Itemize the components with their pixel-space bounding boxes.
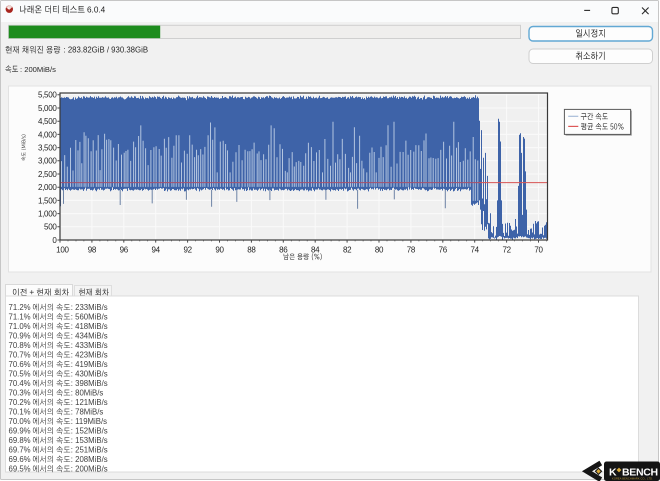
svg-text:70: 70 <box>534 246 543 255</box>
svg-text:: 153MiB/s: : 153MiB/s <box>71 436 108 445</box>
svg-text:: 251MiB/s: : 251MiB/s <box>71 445 108 454</box>
svg-text:71.0%: 71.0% <box>9 322 31 331</box>
svg-text:80: 80 <box>375 246 384 255</box>
svg-text:78: 78 <box>407 246 416 255</box>
svg-text:76: 76 <box>439 246 448 255</box>
svg-text:71.2%: 71.2% <box>9 303 31 312</box>
svg-text:74: 74 <box>471 246 480 255</box>
svg-text:71.1%: 71.1% <box>9 312 31 321</box>
svg-text:: 418MiB/s: : 418MiB/s <box>71 322 108 331</box>
svg-text:92: 92 <box>183 246 192 255</box>
svg-text:2,500: 2,500 <box>38 170 57 179</box>
svg-text:84: 84 <box>311 246 320 255</box>
svg-text:: 78MiB/s: : 78MiB/s <box>71 407 104 416</box>
svg-text:70.0%: 70.0% <box>9 417 31 426</box>
svg-text:70.7%: 70.7% <box>9 350 31 359</box>
svg-text:72: 72 <box>502 246 511 255</box>
svg-text:96: 96 <box>120 246 129 255</box>
svg-text:: 434MiB/s: : 434MiB/s <box>71 331 108 340</box>
svg-text:69.8%: 69.8% <box>9 436 31 445</box>
svg-text:94: 94 <box>152 246 161 255</box>
svg-text:69.5%: 69.5% <box>9 464 31 473</box>
svg-text:: 200MiB/s: : 200MiB/s <box>71 464 108 473</box>
svg-text:: 200MiB/s: : 200MiB/s <box>20 65 56 74</box>
svg-text:90: 90 <box>215 246 224 255</box>
svg-text:70.6%: 70.6% <box>9 360 31 369</box>
svg-text:4,000: 4,000 <box>38 130 57 139</box>
svg-text:0: 0 <box>52 236 57 245</box>
svg-text:70.4%: 70.4% <box>9 379 31 388</box>
svg-text:5,500: 5,500 <box>38 91 57 100</box>
svg-text:69.6%: 69.6% <box>9 455 31 464</box>
svg-text:: 80MiB/s: : 80MiB/s <box>71 388 104 397</box>
svg-text:82: 82 <box>343 246 352 255</box>
svg-text:: 119MiB/s: : 119MiB/s <box>71 417 107 426</box>
svg-text:70.9%: 70.9% <box>9 331 31 340</box>
svg-text:70.2%: 70.2% <box>9 398 31 407</box>
svg-text:BENCH: BENCH <box>622 467 658 479</box>
svg-text:: 560MiB/s: : 560MiB/s <box>71 312 108 321</box>
svg-text:70.1%: 70.1% <box>9 407 31 416</box>
svg-text:: 430MiB/s: : 430MiB/s <box>71 369 108 378</box>
svg-text:: 121MiB/s: : 121MiB/s <box>71 398 108 407</box>
svg-text:: 233MiB/s: : 233MiB/s <box>71 303 108 312</box>
svg-text:: 152MiB/s: : 152MiB/s <box>71 426 108 435</box>
svg-text:5,000: 5,000 <box>38 104 57 113</box>
svg-text:4,500: 4,500 <box>38 117 57 126</box>
svg-text:86: 86 <box>279 246 288 255</box>
svg-text:70.5%: 70.5% <box>9 369 31 378</box>
svg-text:: 433MiB/s: : 433MiB/s <box>71 341 108 350</box>
svg-text:6.0.4: 6.0.4 <box>87 5 106 14</box>
svg-text:69.7%: 69.7% <box>9 445 31 454</box>
svg-text:70.8%: 70.8% <box>9 341 31 350</box>
svg-text:1,500: 1,500 <box>38 196 57 205</box>
svg-text:2,000: 2,000 <box>38 183 57 192</box>
svg-text:: 208MiB/s: : 208MiB/s <box>71 455 108 464</box>
svg-text:KOREA BENCHMARK CO., LTD.: KOREA BENCHMARK CO., LTD. <box>612 476 653 480</box>
svg-text:: 398MiB/s: : 398MiB/s <box>71 379 108 388</box>
svg-text:98: 98 <box>88 246 97 255</box>
svg-text:K: K <box>609 467 617 479</box>
svg-text:3,000: 3,000 <box>38 157 57 166</box>
svg-text:70.3%: 70.3% <box>9 388 31 397</box>
svg-text:500: 500 <box>44 223 57 232</box>
svg-text:3,500: 3,500 <box>38 144 57 153</box>
svg-text:69.9%: 69.9% <box>9 426 31 435</box>
svg-text:100: 100 <box>56 246 69 255</box>
svg-text:88: 88 <box>247 246 256 255</box>
svg-text:: 423MiB/s: : 423MiB/s <box>71 350 108 359</box>
svg-text:: 283.82GiB / 930.38GiB: : 283.82GiB / 930.38GiB <box>64 46 149 55</box>
svg-text:1,000: 1,000 <box>38 210 57 219</box>
svg-text:: 419MiB/s: : 419MiB/s <box>71 360 108 369</box>
